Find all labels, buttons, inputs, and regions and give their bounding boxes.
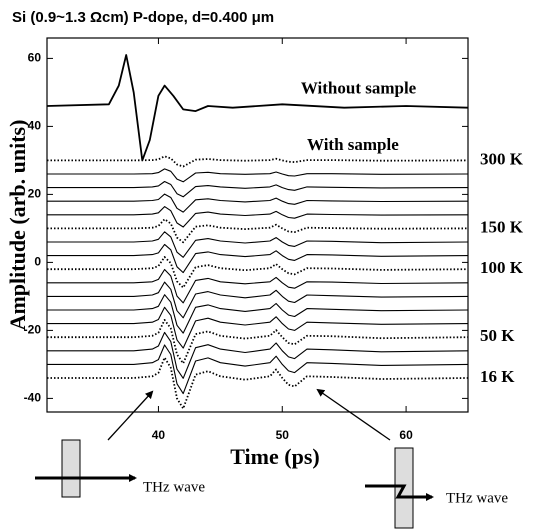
series-line — [47, 193, 469, 213]
series-label: 16 K — [480, 367, 515, 386]
series-line — [46, 54, 469, 162]
plot-area: -40 -20 0 20 40 60 40 50 60 — [24, 37, 469, 442]
sample-plate — [61, 439, 81, 498]
y-tick-label: 0 — [34, 255, 41, 269]
series-line — [47, 306, 469, 349]
series-line — [47, 344, 469, 395]
series-line — [47, 168, 469, 183]
series-line — [47, 294, 469, 334]
y-axis-label: Amplitude (arb. units) — [5, 120, 30, 331]
series-line — [47, 243, 469, 274]
series-line — [47, 155, 469, 168]
series-label: 50 K — [480, 326, 515, 345]
series-line — [47, 268, 469, 304]
pointer-arrow — [316, 388, 391, 441]
thz-arrow — [365, 484, 434, 501]
series-line — [47, 206, 469, 228]
diagram-label: THz wave — [143, 479, 205, 495]
x-tick-label: 60 — [399, 428, 413, 442]
y-tick-label: 60 — [28, 51, 42, 65]
series-line — [47, 331, 469, 379]
y-tick-label: -40 — [24, 391, 42, 405]
plot-frame — [46, 37, 469, 413]
y-tick-label: 40 — [28, 119, 42, 133]
pointer-arrow — [107, 390, 154, 441]
x-axis-label: Time (ps) — [230, 444, 319, 469]
x-tick-label: 50 — [276, 428, 290, 442]
series-line — [47, 256, 469, 289]
series-label: Without sample — [301, 79, 417, 98]
series-line — [47, 231, 469, 258]
y-tick-label: 20 — [28, 187, 42, 201]
series-line — [47, 319, 469, 365]
series-line — [47, 281, 469, 319]
series-label: 150 K — [480, 217, 524, 236]
series-label: 300 K — [480, 149, 524, 168]
series-label: 100 K — [480, 258, 524, 277]
y-tick-label: -20 — [24, 323, 42, 337]
annotation: With sample — [307, 135, 399, 154]
series-line — [47, 180, 469, 198]
series-line — [47, 218, 469, 244]
chart-title: Si (0.9~1.3 Ωcm) P-dope, d=0.400 μm — [12, 9, 274, 26]
diagram-label: THz wave — [446, 490, 508, 506]
x-tick-label: 40 — [152, 428, 166, 442]
series-line — [47, 356, 469, 410]
